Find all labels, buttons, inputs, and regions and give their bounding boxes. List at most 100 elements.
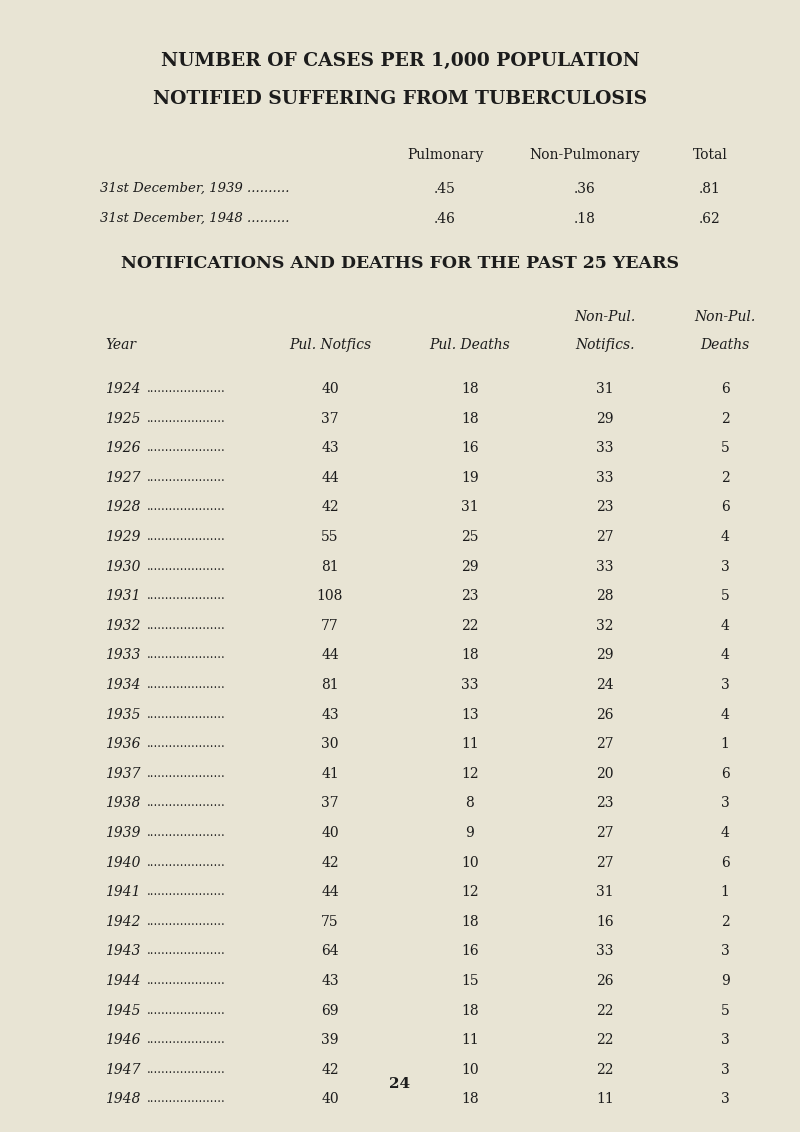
Text: 11: 11 <box>461 1034 479 1047</box>
Text: 18: 18 <box>461 1004 479 1018</box>
Text: .45: .45 <box>434 182 456 196</box>
Text: 1925: 1925 <box>105 412 141 426</box>
Text: 43: 43 <box>321 974 339 988</box>
Text: 4: 4 <box>721 708 730 721</box>
Text: 8: 8 <box>466 797 474 811</box>
Text: 16: 16 <box>461 944 479 959</box>
Text: 23: 23 <box>462 589 478 603</box>
Text: 42: 42 <box>321 1063 339 1077</box>
Text: 28: 28 <box>596 589 614 603</box>
Text: Year: Year <box>105 338 136 352</box>
Text: 31: 31 <box>596 381 614 396</box>
Text: 39: 39 <box>322 1034 338 1047</box>
Text: 40: 40 <box>321 1092 339 1106</box>
Text: 23: 23 <box>596 500 614 514</box>
Text: .....................: ..................... <box>147 559 226 573</box>
Text: 3: 3 <box>721 1063 730 1077</box>
Text: 30: 30 <box>322 737 338 752</box>
Text: 1: 1 <box>721 737 730 752</box>
Text: .....................: ..................... <box>147 471 226 483</box>
Text: 43: 43 <box>321 708 339 721</box>
Text: Pul. Notfics: Pul. Notfics <box>289 338 371 352</box>
Text: 26: 26 <box>596 708 614 721</box>
Text: 15: 15 <box>461 974 479 988</box>
Text: 1938: 1938 <box>105 797 141 811</box>
Text: 42: 42 <box>321 500 339 514</box>
Text: .18: .18 <box>574 212 596 226</box>
Text: 16: 16 <box>461 441 479 455</box>
Text: .36: .36 <box>574 182 596 196</box>
Text: 1946: 1946 <box>105 1034 141 1047</box>
Text: 10: 10 <box>461 1063 479 1077</box>
Text: 37: 37 <box>321 412 339 426</box>
Text: .46: .46 <box>434 212 456 226</box>
Text: Notifics.: Notifics. <box>575 338 634 352</box>
Text: Pul. Deaths: Pul. Deaths <box>430 338 510 352</box>
Text: 5: 5 <box>721 441 730 455</box>
Text: .....................: ..................... <box>147 974 226 987</box>
Text: Non-Pulmonary: Non-Pulmonary <box>530 148 640 162</box>
Text: 1929: 1929 <box>105 530 141 544</box>
Text: .....................: ..................... <box>147 708 226 721</box>
Text: 44: 44 <box>321 885 339 899</box>
Text: .....................: ..................... <box>147 797 226 809</box>
Text: 1937: 1937 <box>105 766 141 781</box>
Text: 18: 18 <box>461 1092 479 1106</box>
Text: 4: 4 <box>721 649 730 662</box>
Text: 42: 42 <box>321 856 339 869</box>
Text: 25: 25 <box>462 530 478 544</box>
Text: 33: 33 <box>596 441 614 455</box>
Text: .....................: ..................... <box>147 856 226 868</box>
Text: 1940: 1940 <box>105 856 141 869</box>
Text: 81: 81 <box>321 559 339 574</box>
Text: .....................: ..................... <box>147 500 226 514</box>
Text: 3: 3 <box>721 944 730 959</box>
Text: .....................: ..................... <box>147 441 226 454</box>
Text: 20: 20 <box>596 766 614 781</box>
Text: .....................: ..................... <box>147 589 226 602</box>
Text: 1941: 1941 <box>105 885 141 899</box>
Text: NOTIFIED SUFFERING FROM TUBERCULOSIS: NOTIFIED SUFFERING FROM TUBERCULOSIS <box>153 91 647 108</box>
Text: 22: 22 <box>596 1004 614 1018</box>
Text: 75: 75 <box>321 915 339 928</box>
Text: 1931: 1931 <box>105 589 141 603</box>
Text: 4: 4 <box>721 530 730 544</box>
Text: 2: 2 <box>721 471 730 484</box>
Text: 33: 33 <box>596 944 614 959</box>
Text: 108: 108 <box>317 589 343 603</box>
Text: 40: 40 <box>321 826 339 840</box>
Text: .....................: ..................... <box>147 1063 226 1075</box>
Text: 1928: 1928 <box>105 500 141 514</box>
Text: 19: 19 <box>461 471 479 484</box>
Text: 16: 16 <box>596 915 614 928</box>
Text: .....................: ..................... <box>147 766 226 780</box>
Text: 29: 29 <box>462 559 478 574</box>
Text: 13: 13 <box>461 708 479 721</box>
Text: 33: 33 <box>462 678 478 692</box>
Text: 1948: 1948 <box>105 1092 141 1106</box>
Text: 77: 77 <box>321 619 339 633</box>
Text: 6: 6 <box>721 766 730 781</box>
Text: 3: 3 <box>721 797 730 811</box>
Text: Total: Total <box>693 148 727 162</box>
Text: Deaths: Deaths <box>700 338 750 352</box>
Text: 6: 6 <box>721 500 730 514</box>
Text: 29: 29 <box>596 649 614 662</box>
Text: 5: 5 <box>721 589 730 603</box>
Text: NUMBER OF CASES PER 1,000 POPULATION: NUMBER OF CASES PER 1,000 POPULATION <box>161 52 639 70</box>
Text: 18: 18 <box>461 381 479 396</box>
Text: 18: 18 <box>461 649 479 662</box>
Text: 1936: 1936 <box>105 737 141 752</box>
Text: 44: 44 <box>321 471 339 484</box>
Text: 23: 23 <box>596 797 614 811</box>
Text: 9: 9 <box>721 974 730 988</box>
Text: 3: 3 <box>721 559 730 574</box>
Text: 27: 27 <box>596 856 614 869</box>
Text: 40: 40 <box>321 381 339 396</box>
Text: 43: 43 <box>321 441 339 455</box>
Text: .....................: ..................... <box>147 885 226 898</box>
Text: 3: 3 <box>721 678 730 692</box>
Text: 6: 6 <box>721 381 730 396</box>
Text: 1942: 1942 <box>105 915 141 928</box>
Text: .....................: ..................... <box>147 530 226 543</box>
